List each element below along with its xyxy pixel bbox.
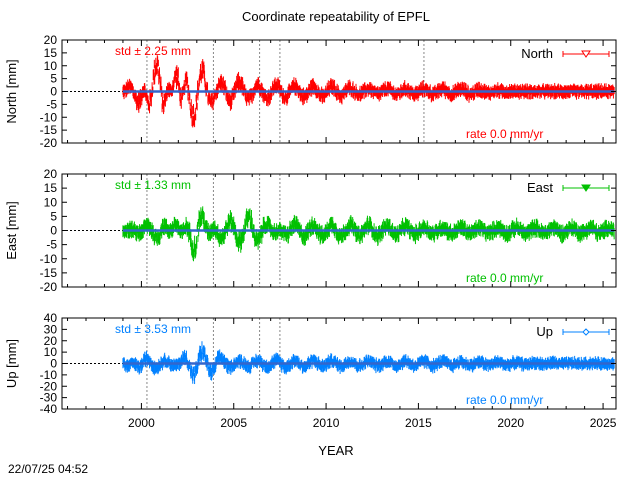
legend-marker (581, 50, 591, 58)
y-axis-label: Up [mm] (4, 339, 19, 388)
y-tick-label: -15 (40, 123, 58, 137)
y-tick-label: -20 (40, 280, 58, 294)
y-tick-label: 30 (44, 322, 58, 336)
x-tick-label: 2000 (128, 416, 155, 430)
y-tick-label: 10 (44, 59, 58, 73)
y-tick-label: -10 (40, 368, 58, 382)
y-tick-label: -5 (46, 238, 57, 252)
y-tick-label: 10 (44, 345, 58, 359)
legend-marker (581, 184, 591, 192)
x-tick-label: 2010 (313, 416, 340, 430)
legend-label: North (521, 46, 553, 61)
x-axis-label: YEAR (318, 443, 353, 458)
std-annotation: std ± 1.33 mm (115, 178, 191, 192)
y-tick-label: -40 (40, 402, 58, 416)
y-tick-label: 5 (50, 209, 57, 223)
timestamp: 22/07/25 04:52 (8, 462, 88, 476)
std-annotation: std ± 3.53 mm (115, 322, 191, 336)
rate-annotation: rate 0.0 mm/yr (466, 127, 543, 141)
y-tick-label: 15 (44, 181, 58, 195)
y-tick-label: 5 (50, 72, 57, 86)
y-tick-label: -20 (40, 379, 58, 393)
y-tick-label: -20 (40, 136, 58, 150)
x-tick-label: 2015 (405, 416, 432, 430)
y-tick-label: -5 (46, 97, 57, 111)
rate-annotation: rate 0.0 mm/yr (466, 393, 543, 407)
legend-marker (582, 328, 590, 336)
y-tick-label: 0 (50, 224, 57, 238)
legend-label: Up (536, 324, 553, 339)
y-tick-label: 0 (50, 357, 57, 371)
x-tick-label: 2005 (220, 416, 247, 430)
y-tick-label: -30 (40, 391, 58, 405)
y-tick-label: 20 (44, 167, 58, 181)
y-tick-label: 0 (50, 85, 57, 99)
y-tick-label: -10 (40, 110, 58, 124)
std-annotation: std ± 2.25 mm (115, 44, 191, 58)
y-tick-label: -15 (40, 266, 58, 280)
y-axis-label: East [mm] (4, 201, 19, 260)
x-tick-label: 2020 (497, 416, 524, 430)
data-points (122, 55, 615, 128)
y-tick-label: 15 (44, 46, 58, 60)
data-points (122, 206, 615, 262)
chart-title: Coordinate repeatability of EPFL (242, 9, 430, 24)
y-tick-label: -10 (40, 252, 58, 266)
y-tick-label: 40 (44, 311, 58, 325)
x-tick-label: 2025 (590, 416, 617, 430)
rate-annotation: rate 0.0 mm/yr (466, 271, 543, 285)
legend-label: East (527, 180, 553, 195)
y-tick-label: 20 (44, 33, 58, 47)
y-tick-label: 10 (44, 195, 58, 209)
y-tick-label: 20 (44, 334, 58, 348)
y-axis-label: North [mm] (4, 59, 19, 123)
